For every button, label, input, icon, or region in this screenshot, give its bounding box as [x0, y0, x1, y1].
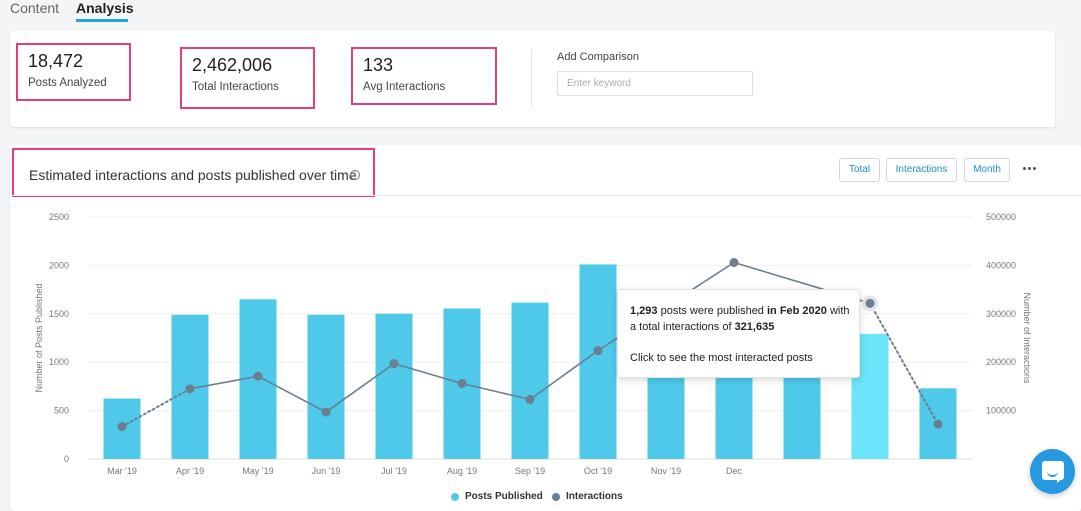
stat-value: 133	[363, 55, 394, 75]
point	[253, 371, 263, 381]
month-button[interactable]: Month	[964, 158, 1010, 182]
point	[117, 422, 127, 432]
point	[321, 407, 331, 417]
y2-tick-label: 300000	[986, 309, 1016, 319]
bar	[375, 313, 413, 459]
line-segment	[325, 362, 395, 413]
x-tick-label: Jun '19	[312, 466, 341, 476]
line-segment	[189, 375, 259, 390]
x-tick-label: Apr '19	[176, 466, 204, 476]
legend-dot	[552, 493, 560, 501]
line-segment	[393, 362, 463, 385]
line-segment	[257, 375, 327, 413]
point	[185, 384, 195, 394]
chart-title-highlight: Estimated interactions and posts publish…	[12, 148, 375, 197]
y-tick-label: 2500	[49, 212, 69, 222]
stats-card: 18,472 Posts Analyzed 2,462,006 Total In…	[10, 31, 1055, 127]
x-tick-label: Nov '19	[651, 466, 681, 476]
y2-tick-label: 200000	[986, 357, 1016, 367]
point	[457, 378, 467, 388]
x-tick-label: Mar '19	[107, 466, 137, 476]
divider	[10, 195, 1081, 196]
line-segment	[461, 382, 531, 401]
bar	[511, 302, 549, 459]
point	[389, 359, 399, 369]
total-button[interactable]: Total	[839, 158, 880, 182]
tooltip-summary: 1,293 posts were published in Feb 2020 w…	[630, 303, 858, 335]
divider	[531, 49, 532, 107]
more-options-icon[interactable]	[1023, 166, 1037, 172]
stat-total-interactions: 2,462,006 Total Interactions	[180, 47, 315, 109]
bar	[579, 264, 617, 459]
tab-analysis[interactable]: Analysis	[76, 0, 134, 16]
x-tick-label: Aug '19	[447, 466, 477, 476]
comparison-keyword-input[interactable]	[557, 71, 753, 96]
line-segment	[121, 387, 191, 428]
tooltip-posts-count: 1,293	[630, 305, 658, 317]
tooltip-cta[interactable]: Click to see the most interacted posts	[630, 352, 813, 364]
chart-tooltip[interactable]: 1,293 posts were published in Feb 2020 w…	[617, 289, 860, 378]
tab-content[interactable]: Content	[10, 0, 60, 16]
line-segment	[529, 349, 599, 401]
stat-value: 2,462,006	[192, 55, 273, 75]
stat-label: Total Interactions	[192, 81, 279, 93]
y-tick-label: 1500	[49, 309, 69, 319]
y-tick-label: 2000	[49, 260, 69, 270]
tooltip-text: with a total interactions of	[630, 305, 850, 333]
y2-tick-label: 100000	[986, 406, 1016, 416]
tooltip-month: in Feb 2020	[766, 305, 827, 317]
x-tick-label: May '19	[242, 466, 273, 476]
point	[933, 419, 943, 429]
y-axis-title: Number of Posts Published	[34, 283, 44, 392]
tab-bar: Content Analysis	[0, 0, 1081, 22]
legend-label: Posts Published	[465, 491, 543, 502]
tooltip-text: posts were published	[657, 305, 767, 317]
chat-bubble-icon[interactable]	[1030, 449, 1075, 494]
bar	[307, 314, 345, 459]
y2-axis-title: Number of Interactions	[1022, 292, 1032, 384]
point	[525, 394, 535, 404]
stat-value: 18,472	[28, 51, 84, 71]
x-tick-label: Jul '19	[381, 466, 407, 476]
info-icon[interactable]: i	[350, 170, 360, 180]
stat-posts-analyzed: 18,472 Posts Analyzed	[16, 43, 131, 101]
point	[593, 346, 603, 356]
x-tick-label: Sep '19	[515, 466, 545, 476]
stat-label: Avg Interactions	[363, 81, 446, 93]
stat-label: Posts Analyzed	[28, 77, 107, 89]
stat-avg-interactions: 133 Avg Interactions	[351, 47, 497, 105]
legend-dot	[451, 493, 459, 501]
tooltip-interactions-count: 321,635	[734, 321, 775, 333]
point	[865, 298, 875, 308]
y-tick-label: 500	[54, 406, 69, 416]
y2-tick-label: 400000	[986, 260, 1016, 270]
legend-label: Interactions	[566, 491, 623, 502]
y-tick-label: 1000	[49, 357, 69, 367]
y-tick-label: 0	[64, 454, 69, 464]
active-tab-indicator	[76, 19, 128, 22]
x-tick-label: Dec	[726, 466, 743, 476]
chart-title: Estimated interactions and posts publish…	[29, 167, 357, 183]
line-segment	[869, 302, 939, 426]
interactions-button[interactable]: Interactions	[886, 158, 957, 182]
y2-tick-label: 500000	[986, 212, 1016, 222]
interactions-posts-chart: 0 500 1000 1500 2000 2500 100000 200000 300000 40…	[34, 212, 1032, 476]
add-comparison-label: Add Comparison	[557, 51, 639, 63]
point	[729, 257, 739, 267]
x-tick-label: Oct '19	[584, 466, 612, 476]
